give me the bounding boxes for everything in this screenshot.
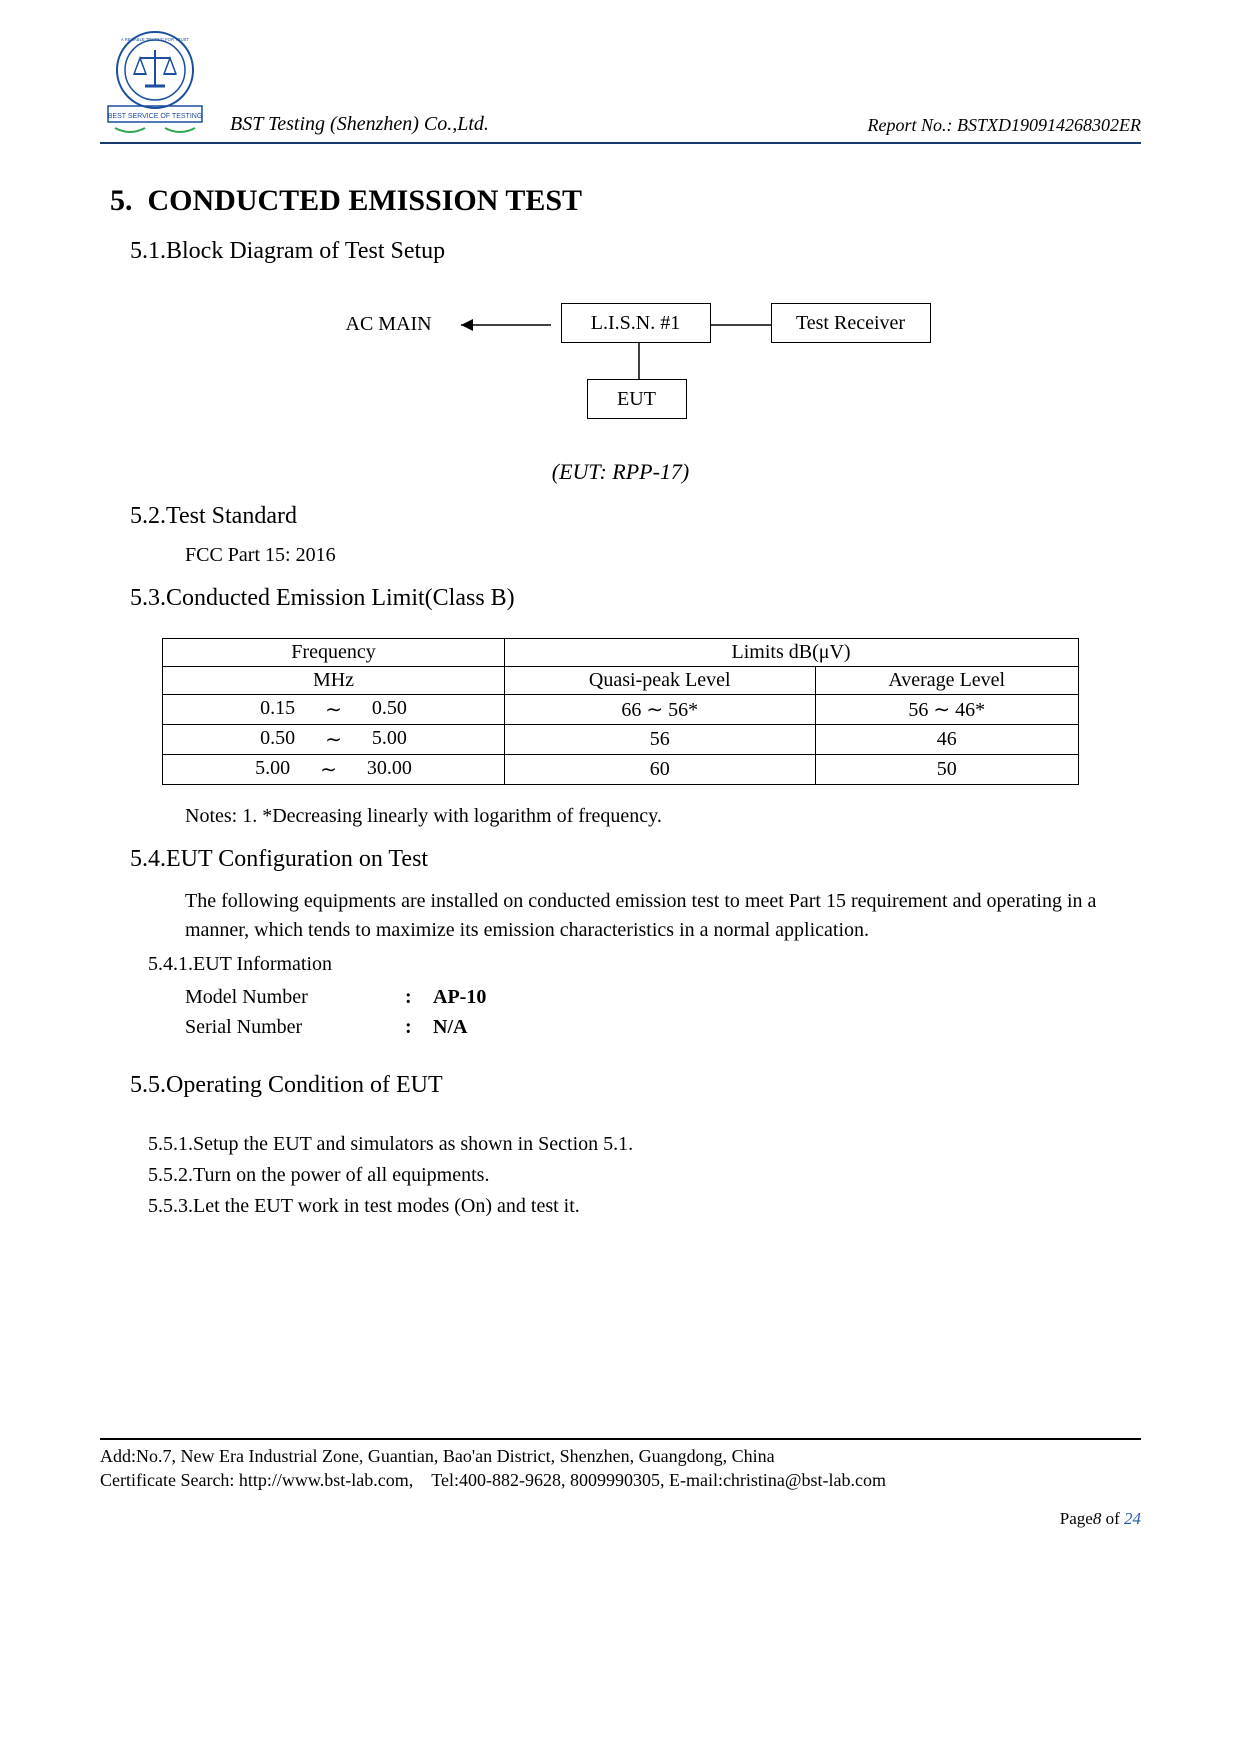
qp-cell: 60 [504,755,815,785]
footer-address: Add:No.7, New Era Industrial Zone, Guant… [100,1444,1141,1468]
section-number: 5. [110,184,133,217]
qp-cell: 56 [504,725,815,755]
page-total: 24 [1124,1509,1141,1528]
page-number: Page8 of 24 [100,1509,1141,1529]
subsection-5-2: 5.2.Test Standard [130,503,1141,530]
diagram-ac-main-label: AC MAIN [346,313,432,336]
test-standard-body: FCC Part 15: 2016 [185,544,1141,567]
colon: : [405,982,433,1012]
connector-line-icon [629,343,649,379]
table-notes: Notes: 1. *Decreasing linearly with loga… [185,805,1141,828]
col-average: Average Level [815,667,1078,695]
model-label: Model Number [185,982,405,1012]
operating-condition-item: 5.5.1.Setup the EUT and simulators as sh… [148,1133,1141,1156]
qp-cell: 66 ∼ 56* [504,695,815,725]
model-number-row: Model Number : AP-10 [185,982,1141,1012]
diagram-test-receiver-box: Test Receiver [771,303,931,343]
footer-contact: Certificate Search: http://www.bst-lab.c… [100,1468,1141,1492]
diagram-eut-box: EUT [587,379,687,419]
section-5-title: 5. CONDUCTED EMISSION TEST [110,184,1141,218]
table-row: 0.15∼0.50 66 ∼ 56* 56 ∼ 46* [163,695,1078,725]
subsection-5-3: 5.3.Conducted Emission Limit(Class B) [130,585,1141,612]
diagram-caption: (EUT: RPP-17) [552,459,689,485]
svg-text:BEST SERVICE OF TESTING: BEST SERVICE OF TESTING [108,113,203,120]
subsection-5-4-1: 5.4.1.EUT Information [148,953,1141,976]
arrow-icon [451,315,561,335]
section-heading: CONDUCTED EMISSION TEST [148,184,583,217]
serial-number-row: Serial Number : N/A [185,1012,1141,1042]
avg-cell: 50 [815,755,1078,785]
subsection-5-5: 5.5.Operating Condition of EUT [130,1072,1141,1099]
table-row: 5.00∼30.00 60 50 [163,755,1078,785]
page-label: Page [1060,1509,1093,1528]
avg-cell: 56 ∼ 46* [815,695,1078,725]
subsection-5-4: 5.4.EUT Configuration on Test [130,846,1141,873]
svg-text:A RELIABLE TESTING FOR TRUST: A RELIABLE TESTING FOR TRUST [121,37,189,42]
eut-config-body: The following equipments are installed o… [185,887,1141,945]
col-frequency-unit: MHz [163,667,504,695]
operating-condition-item: 5.5.3.Let the EUT work in test modes (On… [148,1195,1141,1218]
subsection-5-1: 5.1.Block Diagram of Test Setup [130,238,1141,265]
col-quasi-peak: Quasi-peak Level [504,667,815,695]
col-limits: Limits dB(μV) [504,639,1078,667]
block-diagram: AC MAIN L.I.S.N. #1 Test Receiver EUT (E… [100,295,1141,485]
diagram-lisn-box: L.I.S.N. #1 [561,303,711,343]
emission-limits-table: Frequency Limits dB(μV) MHz Quasi-peak L… [162,638,1078,785]
model-value: AP-10 [433,982,486,1012]
serial-label: Serial Number [185,1012,405,1042]
freq-cell: 0.15∼0.50 [163,695,504,725]
operating-condition-item: 5.5.2.Turn on the power of all equipment… [148,1164,1141,1187]
freq-cell: 5.00∼30.00 [163,755,504,785]
company-logo: BEST SERVICE OF TESTING A RELIABLE TESTI… [100,28,210,138]
company-name: BST Testing (Shenzhen) Co.,Ltd. [230,113,868,138]
freq-cell: 0.50∼5.00 [163,725,504,755]
table-row: 0.50∼5.00 56 46 [163,725,1078,755]
avg-cell: 46 [815,725,1078,755]
table-row: MHz Quasi-peak Level Average Level [163,667,1078,695]
table-row: Frequency Limits dB(μV) [163,639,1078,667]
col-frequency: Frequency [163,639,504,667]
connector-line-icon [711,315,771,335]
colon: : [405,1012,433,1042]
page-footer: Add:No.7, New Era Industrial Zone, Guant… [100,1438,1141,1493]
report-number: Report No.: BSTXD190914268302ER [868,115,1141,138]
page-header: BEST SERVICE OF TESTING A RELIABLE TESTI… [100,28,1141,144]
serial-value: N/A [433,1012,467,1042]
page-of: of [1101,1509,1124,1528]
